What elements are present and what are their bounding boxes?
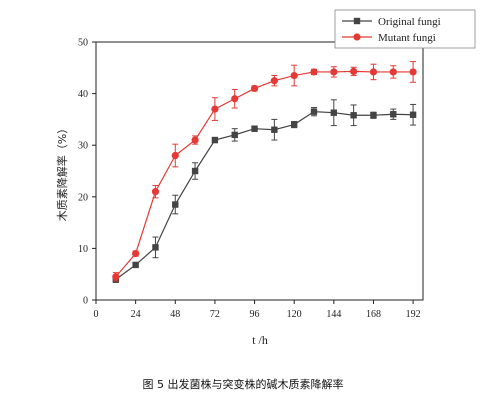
data-point: [350, 112, 357, 119]
figure-caption: 图 5 出发菌株与突变株的碱木质素降解率: [142, 378, 344, 391]
data-point: [152, 244, 159, 251]
data-point: [211, 105, 219, 113]
data-point: [231, 131, 238, 139]
data-point: [271, 126, 278, 133]
series-layer: [112, 61, 417, 283]
x-tick-label: 120: [287, 309, 302, 320]
data-point: [409, 111, 417, 118]
legend-box: [334, 9, 476, 49]
series-1: [112, 99, 417, 283]
data-point: [370, 112, 377, 119]
data-point: [389, 68, 397, 76]
x-tick-label: 48: [170, 309, 180, 320]
data-point: [191, 167, 199, 175]
x-axis-label: t /h: [252, 333, 268, 347]
data-point: [290, 121, 298, 128]
y-tick-label: 0: [83, 296, 88, 307]
data-point: [132, 261, 139, 269]
legend-marker: [353, 33, 361, 41]
x-axis-ticks: 0 24 48 72 96 120 144 168 192: [94, 300, 421, 320]
data-point: [330, 109, 338, 116]
data-point: [270, 77, 278, 85]
y-axis-label: 木质素降解率（%）: [55, 123, 69, 221]
x-tick-label: 192: [406, 309, 421, 320]
data-point: [290, 71, 298, 80]
y-tick-label: 10: [78, 244, 88, 255]
series-line: [115, 111, 414, 280]
data-point: [172, 201, 179, 208]
x-tick-label: 96: [250, 309, 260, 320]
data-point: [310, 68, 318, 76]
data-point: [231, 95, 239, 103]
data-point: [369, 68, 378, 76]
data-point: [191, 136, 199, 144]
data-point: [350, 67, 358, 76]
y-axis-ticks: 0 10 20 30 40 50: [78, 38, 96, 307]
plot-frame: [95, 41, 424, 301]
data-point: [310, 108, 318, 115]
legend-label: Mutant fungi: [378, 32, 436, 44]
x-tick-label: 24: [131, 309, 141, 320]
data-point: [151, 188, 160, 196]
data-point: [171, 151, 179, 160]
series-line: [115, 70, 414, 278]
data-point: [409, 68, 417, 76]
x-tick-label: 168: [366, 309, 381, 320]
y-tick-label: 20: [78, 192, 88, 203]
data-point: [330, 68, 338, 76]
y-tick-label: 50: [78, 38, 88, 49]
data-point: [251, 125, 258, 132]
legend-marker: [353, 17, 361, 25]
series-2: [112, 61, 417, 282]
y-tick-label: 30: [78, 141, 88, 152]
y-tick-label: 40: [78, 89, 88, 100]
legend-label: Original fungi: [378, 16, 441, 28]
axes: [95, 41, 424, 301]
data-point: [112, 273, 120, 281]
data-point: [390, 111, 397, 118]
data-point: [250, 84, 259, 93]
data-point: [132, 249, 140, 258]
x-tick-label: 0: [94, 309, 99, 320]
data-point: [211, 136, 219, 144]
x-tick-label: 144: [326, 309, 341, 320]
x-tick-label: 72: [210, 309, 220, 320]
legend: Original fungi Mutant fungi: [334, 9, 476, 49]
